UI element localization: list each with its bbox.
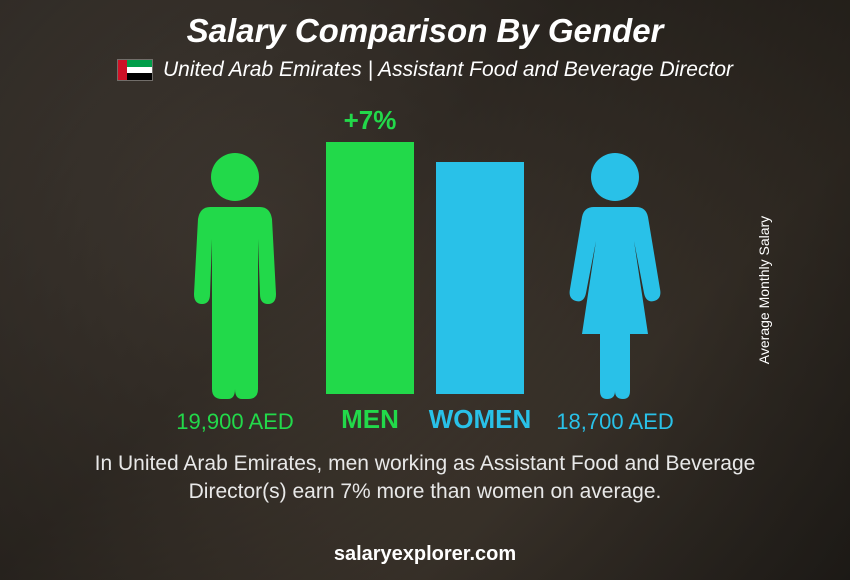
footer-attribution: salaryexplorer.com	[0, 543, 850, 566]
men-icon-column: 19,900 AED	[155, 105, 315, 435]
uae-flag-icon	[117, 59, 153, 81]
women-icon-column: 18,700 AED	[535, 105, 695, 435]
woman-icon	[560, 149, 670, 399]
men-bar-column: +7% MEN	[315, 105, 425, 435]
difference-label: +7%	[344, 105, 397, 136]
page-title: Salary Comparison By Gender	[0, 12, 850, 50]
men-bar	[326, 142, 414, 394]
men-salary-value: 19,900 AED	[176, 409, 293, 435]
women-bar-column: WOMEN	[425, 105, 535, 435]
man-icon	[180, 149, 290, 399]
men-label: MEN	[341, 404, 399, 435]
description-text: In United Arab Emirates, men working as …	[60, 450, 790, 507]
gender-comparison-chart: 19,900 AED +7% MEN WOMEN 18,700 AED	[0, 105, 850, 435]
women-salary-value: 18,700 AED	[556, 409, 673, 435]
y-axis-label: Average Monthly Salary	[756, 216, 772, 364]
subtitle-row: United Arab Emirates | Assistant Food an…	[0, 58, 850, 82]
subtitle-text: United Arab Emirates | Assistant Food an…	[163, 58, 733, 82]
women-bar	[436, 162, 524, 394]
women-label: WOMEN	[429, 404, 532, 435]
infographic-container: Salary Comparison By Gender United Arab …	[0, 0, 850, 580]
